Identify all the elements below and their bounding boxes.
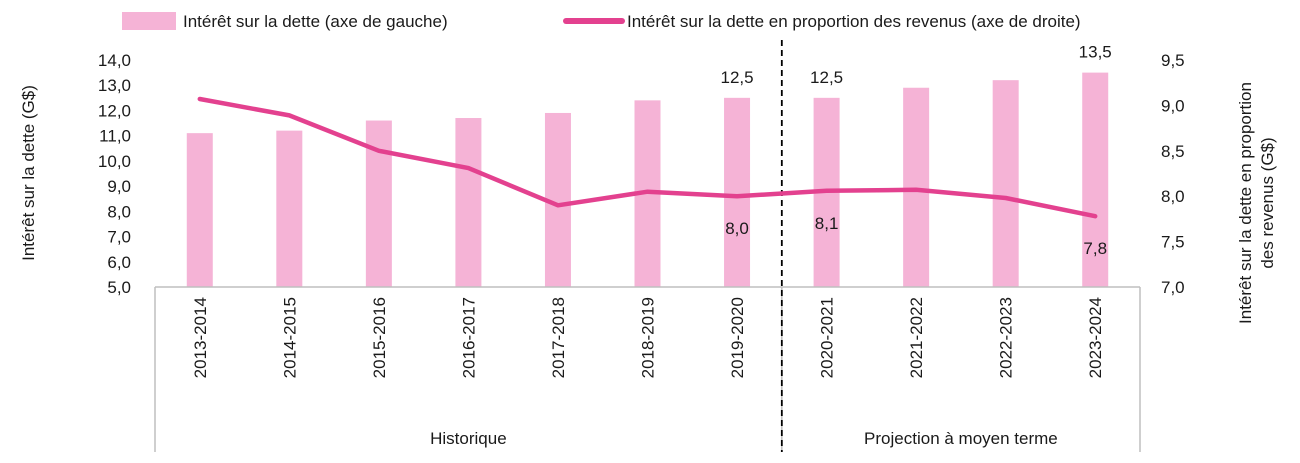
bar-data-label: 12,5: [720, 68, 753, 87]
legend-bar-swatch: [122, 12, 176, 30]
y-left-tick: 11,0: [99, 127, 131, 146]
bar: [724, 97, 751, 287]
category-labels: 2013-2014 2014-2015 2015-2016 2016-2017 2017…: [191, 297, 1105, 378]
legend: Intérêt sur la dette (axe de gauche) Int…: [122, 12, 1081, 31]
y-left-tick-labels: 5,0 6,0 7,0 8,0 9,0 10,0 11,0 12,0 13,0 14,0: [98, 51, 131, 297]
y-left-axis-title: Intérêt sur la dette (G$): [19, 85, 38, 261]
category-label: 2020-2021: [818, 297, 837, 378]
y-right-tick: 7,0: [1161, 278, 1185, 297]
category-label: 2017-2018: [549, 297, 568, 378]
y-left-tick: 12,0: [98, 101, 131, 120]
y-right-tick: 7,5: [1161, 233, 1185, 252]
category-label: 2022-2023: [997, 297, 1016, 378]
y-left-tick: 6,0: [107, 253, 131, 272]
bar: [455, 118, 482, 287]
axis-lines: [154, 40, 1141, 452]
bar: [186, 133, 213, 287]
y-right-axis-title-line-1: Intérêt sur la dette en proportion: [1236, 82, 1255, 324]
line-data-label: 8,1: [815, 214, 839, 233]
y-right-tick: 9,0: [1161, 96, 1185, 115]
category-label: 2021-2022: [907, 297, 926, 378]
category-label: 2014-2015: [280, 297, 299, 378]
line-data-label: 7,8: [1083, 239, 1107, 258]
bar-data-label: 13,5: [1079, 43, 1112, 62]
category-label: 2016-2017: [459, 297, 478, 378]
category-label: 2023-2024: [1086, 297, 1105, 378]
group-label: Historique: [430, 429, 507, 448]
bar: [276, 130, 303, 287]
group-label: Projection à moyen terme: [864, 429, 1058, 448]
bar: [1082, 72, 1109, 287]
category-label: 2013-2014: [191, 297, 210, 378]
y-right-tick: 9,5: [1161, 51, 1185, 70]
line-series: [197, 96, 1098, 219]
y-left-tick: 8,0: [107, 202, 131, 221]
y-right-tick-labels: 7,0 7,5 8,0 8,5 9,0 9,5: [1161, 51, 1185, 297]
y-left-tick: 9,0: [107, 177, 131, 196]
y-right-axis-title-line-2: des revenus (G$): [1258, 137, 1277, 268]
y-left-tick: 5,0: [107, 278, 131, 297]
data-labels: 12,5 12,5 13,5 8,0 8,1 7,8: [720, 43, 1111, 259]
group-labels: Historique Projection à moyen terme: [430, 429, 1058, 448]
legend-bar-label: Intérêt sur la dette (axe de gauche): [183, 12, 448, 31]
y-left-tick: 14,0: [98, 51, 131, 70]
line-data-label: 8,0: [725, 219, 749, 238]
y-left-tick: 7,0: [107, 228, 131, 247]
y-right-tick: 8,0: [1161, 187, 1185, 206]
bar: [992, 80, 1019, 287]
bar-series: [186, 72, 1109, 288]
y-left-tick: 13,0: [98, 76, 131, 95]
y-right-tick: 8,5: [1161, 142, 1185, 161]
y-left-tick: 10,0: [98, 152, 131, 171]
category-label: 2018-2019: [639, 297, 658, 378]
legend-line-label: Intérêt sur la dette en proportion des r…: [627, 12, 1081, 31]
category-label: 2015-2016: [370, 297, 389, 378]
bar-data-label: 12,5: [810, 68, 843, 87]
bar: [903, 87, 930, 287]
ratio-line: [197, 96, 1098, 219]
category-label: 2019-2020: [728, 297, 747, 378]
